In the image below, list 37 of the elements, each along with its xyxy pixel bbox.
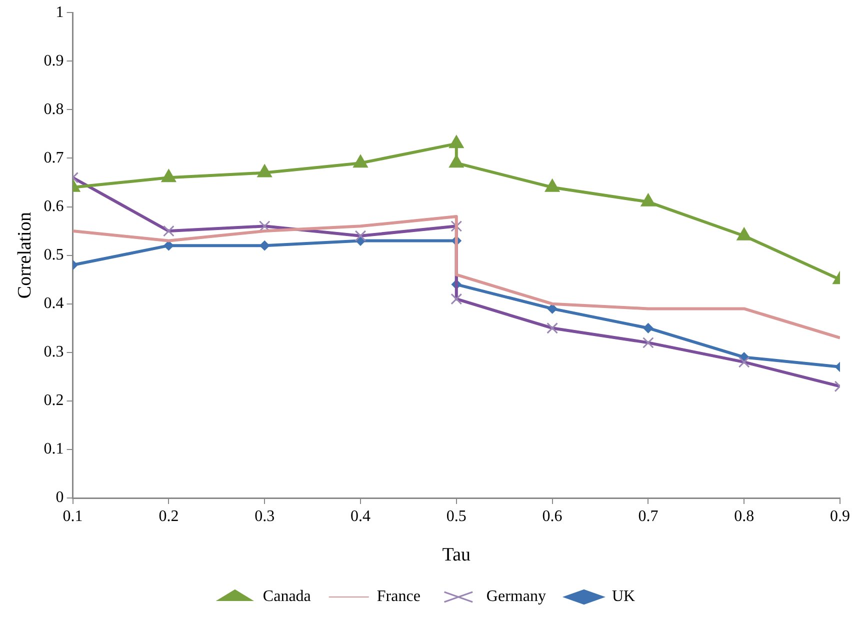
x-tick-label: 0.2 (158, 508, 179, 525)
y-tick-label: 0.5 (44, 246, 64, 264)
x-axis-title: Tau (442, 544, 472, 566)
y-tick-label: 0.8 (44, 100, 64, 118)
point (161, 169, 176, 182)
x-tick-label: 0.4 (350, 508, 370, 525)
y-axis-title: Correlation (14, 212, 36, 299)
point (164, 240, 174, 251)
y-tick-label: 0.9 (44, 52, 64, 70)
x-tick-label: 0.8 (734, 508, 754, 525)
y-tick-label: 0.3 (44, 344, 64, 361)
y-tick-label: 0.2 (44, 392, 64, 410)
y-tick-label: 0.4 (44, 295, 64, 312)
y-tick-label: 0.1 (44, 440, 64, 458)
y-tick-label: 0 (56, 489, 64, 506)
legend-label: UK (612, 588, 636, 606)
y-tick-label: 0.6 (44, 198, 64, 215)
point (257, 164, 272, 178)
point (544, 178, 560, 192)
legend-label: Canada (262, 588, 311, 606)
point (448, 154, 464, 168)
x-tick-label: 0.5 (446, 508, 466, 525)
point (448, 135, 464, 148)
legend-label: France (376, 588, 420, 606)
point (260, 240, 270, 251)
point (640, 193, 656, 206)
point (547, 304, 558, 314)
x-tick-label: 0.9 (830, 508, 850, 525)
point (353, 154, 368, 168)
x-tick-label: 0.3 (254, 508, 275, 525)
y-tick-label: 1 (56, 4, 64, 21)
x-tick-label: 0.6 (542, 508, 562, 525)
point (643, 323, 654, 334)
y-tick-label: 0.7 (44, 149, 64, 166)
x-tick-label: 0.7 (638, 508, 658, 525)
legend-label: Germany (486, 588, 546, 606)
point (736, 227, 752, 240)
